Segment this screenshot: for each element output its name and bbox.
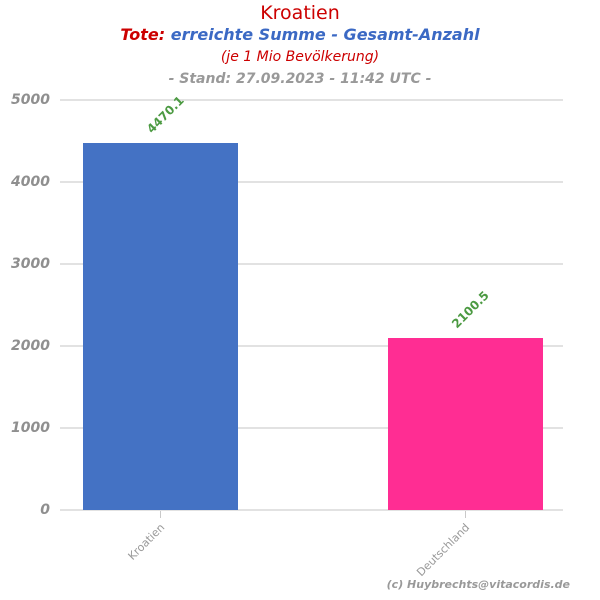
bar-value-label: 2100.5 bbox=[449, 288, 492, 331]
y-axis-tick-label: 4000 bbox=[11, 174, 50, 190]
x-axis-category-label: Deutschland bbox=[414, 521, 473, 580]
bar-kroatien[interactable] bbox=[82, 143, 238, 510]
chart-subtitle: Tote: erreichte Summe - Gesamt-Anzahl bbox=[0, 24, 600, 46]
chart-unit-note: (je 1 Mio Bevölkerung) bbox=[220, 49, 380, 65]
y-axis-tick-label: 2000 bbox=[11, 338, 50, 354]
x-axis-category-label: Kroatien bbox=[125, 521, 168, 563]
bar-deutschland[interactable] bbox=[387, 337, 543, 510]
y-axis-tick-label: 5000 bbox=[11, 92, 50, 108]
gridline-5000 bbox=[60, 99, 563, 101]
gridline-2000 bbox=[60, 345, 563, 347]
gridline-0 bbox=[60, 509, 563, 511]
copyright-text: (c) Huybrechts@vitacordis.de bbox=[386, 578, 570, 591]
y-axis-tick-label: 1000 bbox=[11, 420, 50, 436]
chart-header: Kroatien Tote: erreichte Summe - Gesamt-… bbox=[0, 2, 600, 90]
gridline-3000 bbox=[60, 263, 563, 265]
chart-status-line: - Stand: 27.09.2023 - 11:42 UTC - bbox=[168, 71, 432, 87]
gridline-1000 bbox=[60, 427, 563, 429]
gridline-4000 bbox=[60, 181, 563, 183]
y-axis-tick-label: 3000 bbox=[11, 256, 50, 272]
chart-subtitle-main: erreichte Summe - Gesamt-Anzahl bbox=[170, 25, 480, 44]
chart-subtitle-prefix: Tote: bbox=[120, 25, 166, 44]
y-axis-tick-label: 0 bbox=[40, 502, 50, 518]
x-axis-tick bbox=[465, 511, 466, 518]
chart-title: Kroatien bbox=[260, 2, 340, 24]
x-axis-tick bbox=[160, 511, 161, 518]
